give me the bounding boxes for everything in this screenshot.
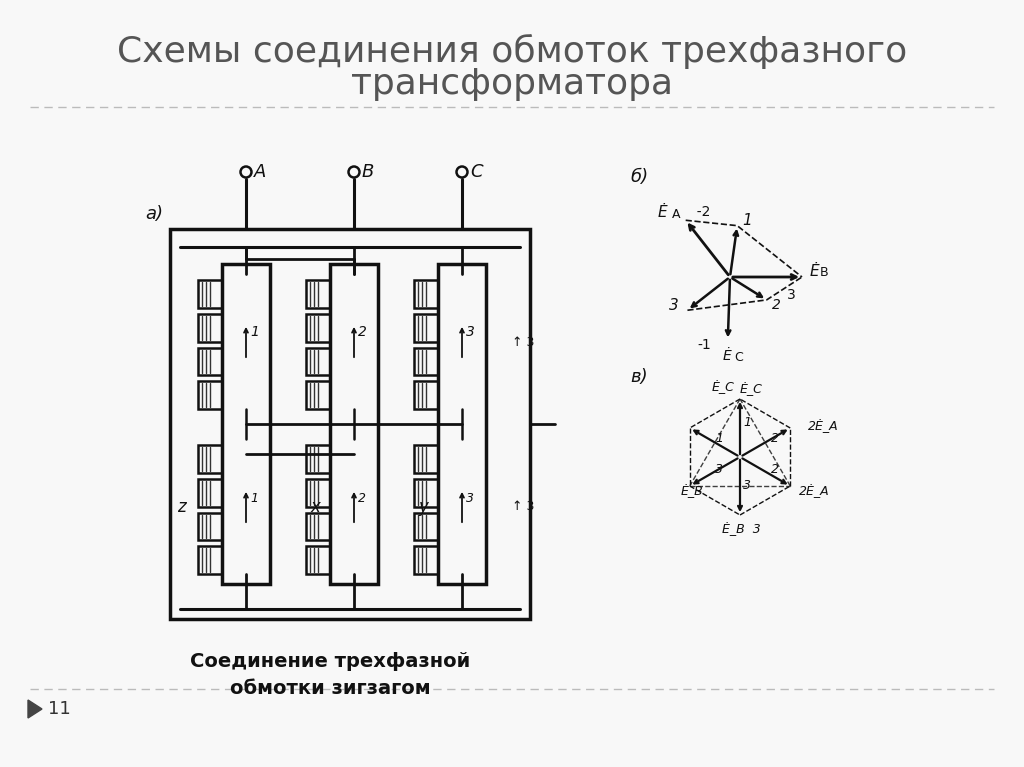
Text: 2: 2 [771, 432, 778, 445]
Bar [306, 381, 330, 409]
Text: 3: 3 [670, 298, 679, 313]
Text: Ė_B: Ė_B [681, 484, 703, 498]
Text: 2: 2 [358, 325, 367, 339]
Text: Ė_B  3: Ė_B 3 [722, 522, 761, 536]
Text: z: z [177, 498, 185, 516]
Text: Ė: Ė [810, 265, 819, 279]
Bar [306, 280, 330, 308]
Bar [198, 280, 222, 308]
Text: -1: -1 [697, 338, 712, 352]
Text: 1: 1 [743, 416, 751, 429]
Bar [414, 479, 438, 506]
Text: 3: 3 [716, 463, 723, 476]
Bar [306, 445, 330, 472]
Text: 3: 3 [787, 288, 796, 302]
Bar [306, 479, 330, 506]
Bar [198, 445, 222, 472]
Text: в): в) [630, 368, 647, 386]
Bar [414, 280, 438, 308]
Text: B: B [362, 163, 375, 181]
Text: трансформатора: трансформатора [351, 67, 673, 101]
Text: A: A [254, 163, 266, 181]
Bar [306, 546, 330, 574]
Bar [414, 347, 438, 375]
Text: ↑ 3: ↑ 3 [512, 501, 535, 513]
Bar [306, 347, 330, 375]
Bar [198, 347, 222, 375]
Bar [306, 314, 330, 341]
Text: 2: 2 [772, 298, 780, 312]
Bar [414, 314, 438, 341]
Text: Соединение трехфазной
обмотки зигзагом: Соединение трехфазной обмотки зигзагом [189, 652, 470, 697]
Bar [170, 229, 530, 619]
Bar [198, 381, 222, 409]
Text: 1: 1 [716, 432, 723, 445]
Bar [198, 512, 222, 540]
Bar [198, 546, 222, 574]
Text: 2: 2 [358, 492, 366, 505]
Text: C: C [734, 351, 742, 364]
Text: y: y [418, 498, 428, 516]
Bar [222, 264, 270, 584]
Text: Ė_C: Ė_C [712, 380, 735, 394]
Text: A: A [672, 208, 680, 221]
Text: 2Ė_A: 2Ė_A [808, 419, 839, 433]
Bar [414, 445, 438, 472]
Text: x: x [310, 498, 319, 516]
Text: 3: 3 [466, 492, 474, 505]
Text: а): а) [145, 205, 163, 223]
Text: C: C [470, 163, 482, 181]
Text: б): б) [630, 168, 648, 186]
Bar [414, 512, 438, 540]
Text: 3: 3 [743, 479, 751, 492]
Text: B: B [820, 266, 828, 279]
Text: Ė: Ė [723, 349, 731, 364]
Bar [438, 264, 486, 584]
Bar [198, 479, 222, 506]
Bar [198, 314, 222, 341]
Text: 11: 11 [48, 700, 71, 718]
Polygon shape [28, 700, 42, 718]
Bar [414, 381, 438, 409]
Text: 1: 1 [250, 325, 259, 339]
Text: Ė: Ė [657, 205, 668, 220]
Text: Ė_C: Ė_C [740, 382, 763, 396]
Text: 3: 3 [466, 325, 475, 339]
Text: 2: 2 [771, 463, 778, 476]
Text: ↑ 3: ↑ 3 [512, 335, 535, 348]
Text: Схемы соединения обмоток трехфазного: Схемы соединения обмоток трехфазного [117, 34, 907, 69]
Text: 1: 1 [250, 492, 258, 505]
Text: 1: 1 [742, 213, 752, 228]
Bar [330, 264, 378, 584]
Bar [414, 546, 438, 574]
Bar [306, 512, 330, 540]
Text: 2Ė_A: 2Ė_A [799, 484, 829, 498]
Text: -2: -2 [688, 206, 710, 219]
